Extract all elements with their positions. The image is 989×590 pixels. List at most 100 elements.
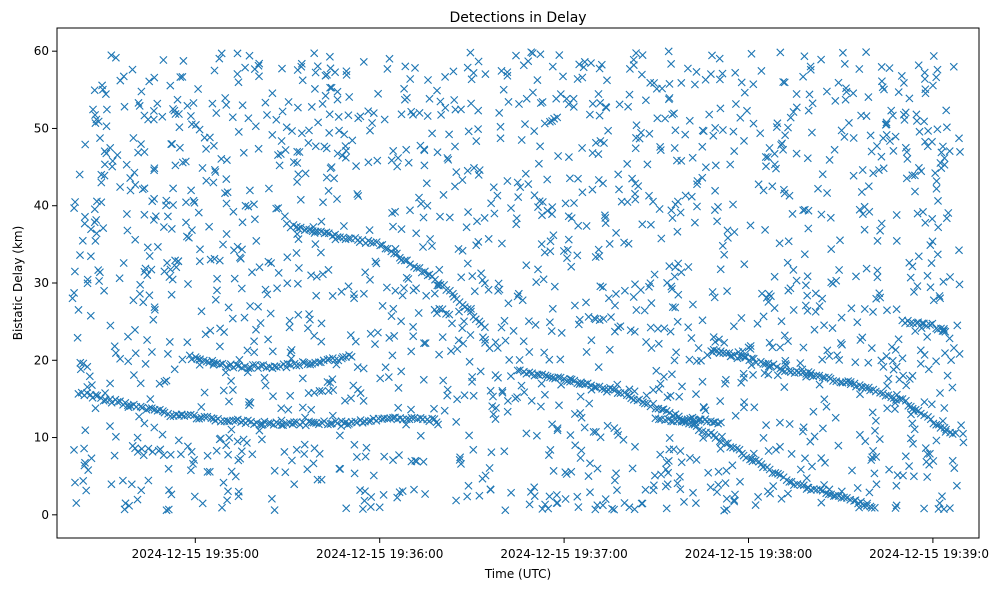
data-point	[951, 428, 960, 437]
data-point	[673, 317, 682, 326]
data-point	[354, 114, 363, 123]
data-point	[107, 51, 116, 60]
data-point	[328, 291, 337, 300]
data-point	[932, 177, 941, 186]
data-point	[864, 182, 873, 191]
data-point	[522, 94, 531, 103]
data-point	[955, 280, 964, 289]
data-point	[304, 138, 313, 147]
data-point	[261, 285, 270, 294]
data-point	[80, 444, 89, 453]
data-point	[663, 480, 672, 489]
data-point	[617, 197, 626, 206]
data-point	[451, 105, 460, 114]
data-point	[353, 363, 362, 372]
data-point	[681, 130, 690, 139]
data-point	[469, 391, 478, 400]
data-point	[909, 472, 918, 481]
data-point	[530, 483, 539, 492]
data-point	[936, 159, 945, 167]
data-point	[635, 395, 644, 404]
data-point	[543, 175, 552, 184]
data-point	[395, 253, 404, 262]
data-point	[145, 252, 154, 260]
data-point	[480, 323, 489, 332]
data-point	[285, 323, 294, 332]
data-point	[625, 385, 634, 394]
data-point	[443, 154, 452, 162]
data-point	[423, 112, 432, 120]
data-point	[665, 79, 674, 88]
data-point	[503, 396, 512, 405]
data-point	[469, 68, 478, 77]
data-point	[699, 433, 708, 442]
data-point	[923, 450, 932, 459]
data-point	[225, 433, 234, 442]
data-point	[315, 386, 324, 395]
data-point	[903, 154, 912, 163]
data-point	[138, 403, 147, 412]
data-point	[620, 499, 629, 507]
data-point	[624, 239, 633, 248]
data-point	[264, 419, 273, 428]
data-point	[323, 355, 332, 364]
data-point	[344, 234, 353, 243]
data-point	[176, 73, 185, 82]
data-point	[302, 225, 311, 234]
data-point	[546, 373, 554, 382]
data-point	[250, 215, 259, 224]
data-point	[853, 318, 862, 327]
data-point	[921, 89, 930, 98]
data-point	[592, 383, 601, 392]
data-point	[722, 494, 731, 503]
data-point	[777, 494, 786, 503]
data-point	[891, 398, 900, 407]
data-point	[232, 360, 241, 369]
data-point	[122, 160, 131, 169]
data-point	[631, 144, 640, 153]
data-point	[940, 160, 949, 169]
data-point	[920, 68, 929, 77]
data-point	[924, 365, 933, 374]
data-point	[559, 72, 567, 81]
data-point	[826, 213, 835, 222]
data-point	[168, 140, 177, 148]
data-point	[137, 140, 145, 149]
data-point	[274, 204, 283, 213]
data-point	[827, 245, 836, 254]
data-point	[912, 116, 921, 125]
data-point	[624, 102, 633, 111]
data-point	[550, 282, 559, 291]
data-point	[780, 331, 789, 340]
data-point	[632, 121, 641, 130]
data-point	[89, 105, 97, 114]
data-point	[139, 451, 148, 460]
data-point	[179, 56, 188, 65]
data-point	[389, 304, 398, 313]
data-point	[605, 345, 614, 354]
data-point	[160, 377, 169, 386]
data-point	[838, 378, 847, 387]
data-point	[241, 63, 250, 72]
data-point	[549, 231, 558, 240]
data-point	[222, 441, 231, 450]
data-point	[710, 293, 719, 302]
data-point	[872, 480, 881, 489]
data-point	[787, 449, 796, 458]
data-point	[261, 381, 270, 390]
data-point	[475, 491, 484, 500]
data-point	[145, 404, 154, 413]
data-point	[150, 166, 159, 175]
data-point	[172, 263, 181, 272]
data-point	[145, 291, 154, 300]
data-point	[525, 500, 534, 509]
data-point	[222, 100, 231, 109]
data-point	[139, 298, 148, 307]
data-point	[605, 239, 614, 248]
data-point	[268, 130, 277, 139]
data-point	[110, 342, 119, 351]
data-point	[677, 268, 686, 277]
data-point	[718, 241, 727, 250]
data-point	[352, 162, 361, 171]
data-point	[716, 418, 725, 427]
